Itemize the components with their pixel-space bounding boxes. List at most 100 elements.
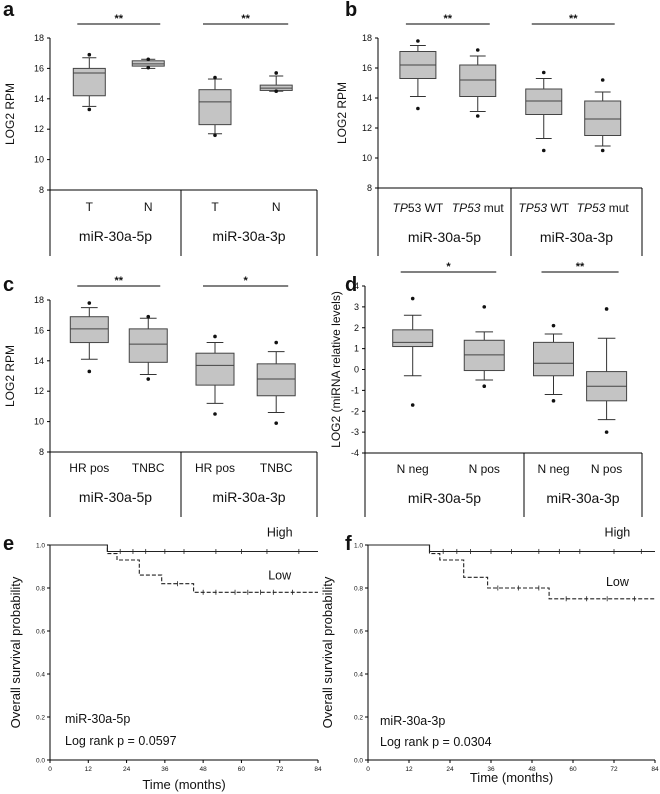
survival-curve-low <box>50 544 318 593</box>
significance-label: ** <box>241 13 250 25</box>
box-2: HR pos <box>195 334 235 475</box>
panel-e: e 0 12 24 36 48 60 72 84 0.0 0.2 0.4 0.6 0.8 1.0 Overal… <box>3 526 322 792</box>
y-tick-label: 16 <box>34 325 44 335</box>
y-tick-label: 8 <box>367 183 372 193</box>
panel-letter: d <box>345 274 357 296</box>
box-iqr <box>525 88 563 115</box>
y-tick-label: -4 <box>351 448 359 458</box>
outlier-point <box>146 57 151 62</box>
y-tick-label: 10 <box>34 155 44 165</box>
outlier-point <box>551 399 556 403</box>
x-axis-label: Time (months) <box>142 777 225 792</box>
y-tick-label: 18 <box>34 33 44 43</box>
box-iqr <box>459 64 497 97</box>
curve-label-low: Low <box>606 575 630 589</box>
outlier-point <box>416 106 420 111</box>
outlier-point <box>274 421 279 425</box>
category-label: TNBC <box>132 461 165 475</box>
y-tick-label: 2 <box>354 323 359 333</box>
significance-label: * <box>243 275 248 287</box>
outlier-point <box>87 301 92 305</box>
category-label: TP53 WT <box>518 201 569 215</box>
box-3: TNBC <box>256 340 296 475</box>
outlier-point <box>475 114 480 118</box>
box-0: TP53 WT <box>393 39 444 215</box>
y-tick-label: 4 <box>354 281 359 291</box>
panel-d: d -4 -3 -2 -1 0 1 2 3 4 LOG2 (miRNA relative level… <box>329 261 643 517</box>
y-tick-label: 1.0 <box>354 543 363 550</box>
annotation-mirna: miR-30a-5p <box>65 712 130 726</box>
panel-letter: c <box>3 274 14 296</box>
y-tick-label: 0.6 <box>354 629 363 636</box>
y-tick-label: 18 <box>34 295 44 305</box>
significance-label: ** <box>576 261 585 273</box>
y-tick-label: 0.0 <box>354 758 363 765</box>
x-axis-label: Time (months) <box>470 770 553 785</box>
outlier-point <box>146 377 151 381</box>
box-3: N pos <box>586 307 628 476</box>
outlier-point <box>541 70 546 75</box>
significance-label: * <box>446 261 451 273</box>
outlier-point <box>87 107 92 112</box>
y-axis-label: LOG2 RPM <box>3 345 17 407</box>
outlier-point <box>551 323 556 328</box>
box-iqr <box>69 316 109 344</box>
x-tick-label: 24 <box>446 766 454 773</box>
category-label: T <box>86 200 94 214</box>
outlier-point <box>600 148 605 153</box>
y-tick-label: 0.4 <box>36 672 45 679</box>
category-label: N <box>144 200 153 214</box>
box-iqr <box>195 352 235 386</box>
x-tick-label: 84 <box>651 766 659 773</box>
box-3: N <box>259 71 293 214</box>
y-tick-label: -3 <box>351 427 359 437</box>
x-tick-label: 60 <box>238 766 246 773</box>
y-tick-label: 14 <box>34 94 44 104</box>
box-iqr <box>256 363 296 397</box>
box-2: TP53 WT <box>518 70 570 215</box>
group-label: miR-30a-3p <box>212 228 285 244</box>
y-tick-label: 1 <box>354 344 359 354</box>
box-0: T <box>72 52 106 214</box>
category-label-rest: WT <box>547 201 570 215</box>
y-tick-label: 10 <box>34 417 44 427</box>
box-iqr <box>198 89 232 126</box>
x-tick-label: 72 <box>276 766 284 773</box>
box-1: N <box>131 57 165 214</box>
outlier-point <box>600 78 605 82</box>
y-tick-label: 8 <box>39 447 44 457</box>
panel-f: f 0 12 24 36 48 60 72 84 0.0 0.2 0.4 0.6 0.8 1.0 Overal… <box>320 526 659 785</box>
x-tick-label: 24 <box>123 766 131 773</box>
x-tick-label: 84 <box>314 766 322 773</box>
box-0: HR pos <box>69 301 109 475</box>
x-tick-label: 12 <box>85 766 93 773</box>
y-tick-label: 10 <box>362 153 372 163</box>
outlier-point <box>146 314 151 319</box>
box-iqr <box>584 100 622 136</box>
x-tick-label: 48 <box>528 766 536 773</box>
x-tick-label: 0 <box>366 766 370 773</box>
y-tick-label: 3 <box>354 302 359 312</box>
y-axis-label: Overall survival probability <box>8 576 23 728</box>
y-tick-label: 0.8 <box>354 586 363 593</box>
y-tick-label: -1 <box>351 385 359 395</box>
category-label-rest: 53 WT <box>408 201 444 215</box>
category-label-rest: mut <box>605 201 629 215</box>
category-label: HR pos <box>69 461 109 475</box>
y-axis-label: Overall survival probability <box>320 576 335 728</box>
category-label: TP53 mut <box>452 201 505 215</box>
outlier-point <box>482 305 487 309</box>
outlier-point <box>475 48 480 52</box>
x-tick-label: 12 <box>405 766 413 773</box>
group-label: miR-30a-5p <box>408 490 481 506</box>
curve-label-low: Low <box>268 569 292 583</box>
y-tick-label: -2 <box>351 406 359 416</box>
annotation-logrank: Log rank p = 0.0304 <box>380 735 492 749</box>
box-iqr <box>533 341 574 377</box>
series-low: Low <box>50 544 318 595</box>
category-label: N pos <box>591 462 622 476</box>
box-2: T <box>198 75 232 214</box>
box-2: N neg <box>533 323 574 476</box>
